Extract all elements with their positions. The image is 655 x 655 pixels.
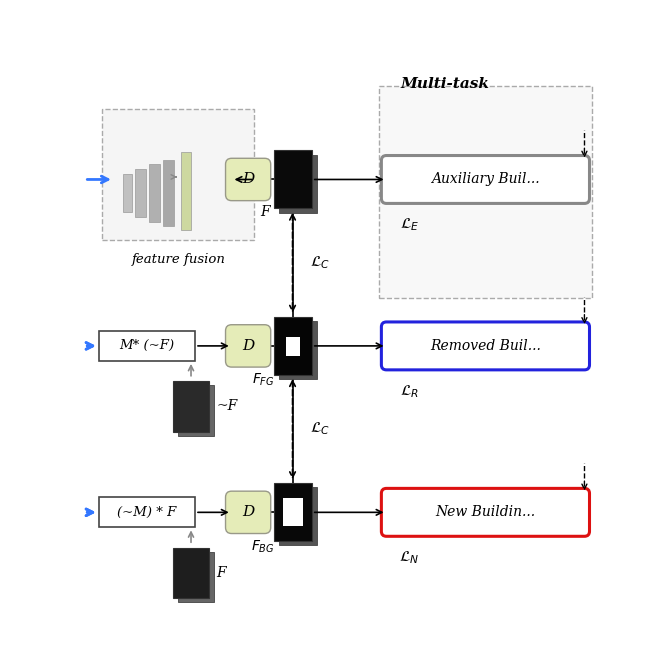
Text: (~M) * F: (~M) * F <box>117 506 177 519</box>
Bar <box>178 385 214 436</box>
Bar <box>274 151 312 208</box>
FancyBboxPatch shape <box>381 155 590 204</box>
FancyBboxPatch shape <box>225 159 271 200</box>
Text: D: D <box>242 172 254 187</box>
Text: New Buildin...: New Buildin... <box>436 506 536 519</box>
Bar <box>178 552 214 602</box>
FancyBboxPatch shape <box>381 489 590 536</box>
Bar <box>274 483 312 541</box>
Bar <box>162 160 174 226</box>
Bar <box>379 86 592 298</box>
Text: Multi-task: Multi-task <box>400 77 489 91</box>
Text: M* (~F): M* (~F) <box>119 339 174 352</box>
Text: F: F <box>216 566 226 580</box>
Bar <box>173 548 209 598</box>
FancyBboxPatch shape <box>225 325 271 367</box>
Bar <box>102 109 254 240</box>
Text: $\mathcal{L}_E$: $\mathcal{L}_E$ <box>400 217 419 233</box>
Bar <box>135 170 146 217</box>
Text: $F_{BG}$: $F_{BG}$ <box>252 538 275 555</box>
Text: $\mathcal{L}_C$: $\mathcal{L}_C$ <box>310 254 331 271</box>
Bar <box>99 331 195 361</box>
Bar <box>173 381 209 432</box>
Bar <box>278 487 316 546</box>
Text: $\mathcal{L}_R$: $\mathcal{L}_R$ <box>400 383 419 400</box>
Text: $\mathcal{L}_C$: $\mathcal{L}_C$ <box>310 421 331 438</box>
Bar <box>274 317 312 375</box>
Bar <box>181 152 191 230</box>
Bar <box>278 155 316 212</box>
Text: ~F: ~F <box>216 400 238 413</box>
Bar <box>278 321 316 379</box>
Bar <box>99 497 195 527</box>
Text: $F_{FG}$: $F_{FG}$ <box>252 372 274 388</box>
Text: $\mathcal{L}_N$: $\mathcal{L}_N$ <box>399 550 419 566</box>
Bar <box>149 164 160 222</box>
Text: D: D <box>242 339 254 353</box>
Bar <box>283 498 303 526</box>
FancyBboxPatch shape <box>225 491 271 534</box>
Bar <box>123 174 132 212</box>
Bar <box>286 337 301 356</box>
FancyBboxPatch shape <box>381 322 590 370</box>
Text: F: F <box>260 205 269 219</box>
Text: feature fusion: feature fusion <box>132 253 225 265</box>
Text: D: D <box>242 506 254 519</box>
Text: Removed Buil...: Removed Buil... <box>430 339 541 353</box>
Text: Auxiliary Buil...: Auxiliary Buil... <box>431 172 540 187</box>
